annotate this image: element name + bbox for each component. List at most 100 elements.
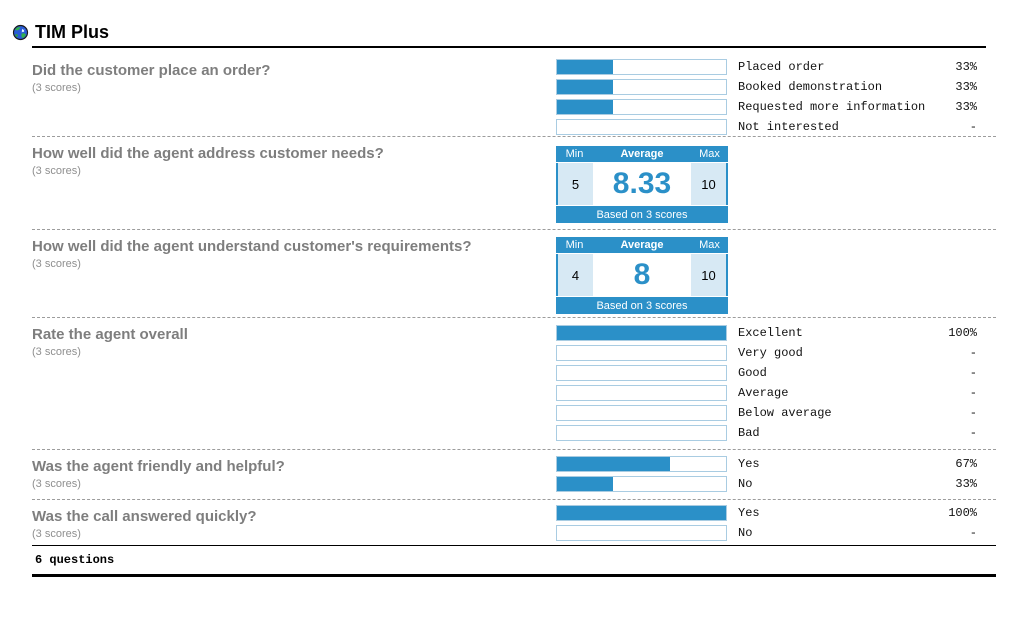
option-label: Placed order	[738, 60, 825, 74]
bar-fill	[557, 477, 613, 491]
bar-row: No 33%	[556, 474, 977, 494]
question-count: 6 questions	[35, 553, 115, 567]
option-label: Bad	[738, 426, 760, 440]
max-label: Max	[699, 239, 720, 251]
bar-track	[556, 119, 727, 135]
question-score-count: (3 scores)	[32, 528, 81, 540]
option-percent: 33%	[955, 477, 977, 491]
based-on-scores: Based on 3 scores	[556, 297, 728, 314]
option-label: Average	[738, 386, 789, 400]
question-title: Rate the agent overall	[32, 326, 188, 343]
bar-row: Average -	[556, 383, 977, 403]
question-score-count: (3 scores)	[32, 82, 81, 94]
bar-track	[556, 405, 727, 421]
question-score-count: (3 scores)	[32, 258, 81, 270]
question-section: How well did the agent address customer …	[32, 136, 996, 229]
min-label: Min	[565, 148, 584, 160]
bar-track	[556, 99, 727, 115]
question-text-block: How well did the agent understand custom…	[32, 230, 556, 317]
option-label: Excellent	[738, 326, 803, 340]
option-label: Yes	[738, 457, 760, 471]
min-label: Min	[565, 239, 584, 251]
question-score-count: (3 scores)	[32, 346, 81, 358]
option-label: Not interested	[738, 120, 839, 134]
question-title: Was the agent friendly and helpful?	[32, 458, 285, 475]
bar-fill	[557, 457, 671, 471]
bar-chart: Yes 67% No 33%	[556, 450, 977, 494]
header-divider	[32, 46, 986, 48]
bar-row: Booked demonstration 33%	[556, 77, 977, 97]
average-value: 8.33	[612, 167, 672, 200]
bar-fill	[557, 60, 613, 74]
bar-track	[556, 505, 727, 521]
bar-row: Yes 67%	[556, 454, 977, 474]
bar-track	[556, 476, 727, 492]
bottom-divider	[32, 574, 996, 577]
question-results-block: Min Average Max 5 8.33 10 Based on 3 scores	[556, 137, 996, 229]
bar-chart: Excellent 100% Very good - Good - Average - Belo…	[556, 318, 977, 443]
question-text-block: Was the call answered quickly? (3 scores)	[32, 500, 556, 545]
option-label: Good	[738, 366, 767, 380]
question-text-block: Did the customer place an order? (3 score…	[32, 54, 556, 136]
option-label: No	[738, 477, 753, 491]
option-percent: 100%	[948, 326, 977, 340]
bar-track	[556, 59, 727, 75]
average-value: 8	[633, 258, 651, 291]
bar-track	[556, 79, 727, 95]
option-percent: -	[969, 526, 977, 540]
max-value: 10	[691, 254, 726, 296]
question-results-block: Min Average Max 4 8 10 Based on 3 scores	[556, 230, 996, 317]
stats-header: Min Average Max	[556, 237, 728, 253]
page-title: TIM Plus	[35, 21, 110, 42]
min-value: 4	[558, 254, 593, 296]
question-title: Did the customer place an order?	[32, 62, 271, 79]
bar-row: Placed order 33%	[556, 57, 977, 77]
question-section: Did the customer place an order? (3 score…	[32, 54, 996, 136]
question-section: Was the call answered quickly? (3 scores)…	[32, 499, 996, 545]
option-percent: -	[969, 426, 977, 440]
bar-track	[556, 525, 727, 541]
question-results-block: Yes 100% No -	[556, 500, 996, 545]
bar-row: Excellent 100%	[556, 323, 977, 343]
stats-body: 5 8.33 10	[556, 163, 728, 205]
globe-icon	[12, 24, 29, 41]
questions-list: Did the customer place an order? (3 score…	[32, 54, 996, 545]
bar-track	[556, 345, 727, 361]
bar-row: Requested more information 33%	[556, 97, 977, 117]
bar-chart: Yes 100% No -	[556, 500, 977, 543]
bar-row: No -	[556, 523, 977, 543]
question-section: How well did the agent understand custom…	[32, 229, 996, 317]
question-results-block: Placed order 33% Booked demonstration 33% Re…	[556, 54, 996, 136]
min-value: 5	[558, 163, 593, 205]
bar-row: Bad -	[556, 423, 977, 443]
question-section: Was the agent friendly and helpful? (3 sc…	[32, 449, 996, 499]
bar-row: Not interested -	[556, 117, 977, 137]
option-label: Below average	[738, 406, 832, 420]
option-label: Booked demonstration	[738, 80, 883, 94]
option-percent: 33%	[955, 60, 977, 74]
stats-body: 4 8 10	[556, 254, 728, 296]
option-percent: -	[969, 120, 977, 134]
option-percent: 33%	[955, 100, 977, 114]
question-title: How well did the agent address customer …	[32, 145, 384, 162]
max-label: Max	[699, 148, 720, 160]
summary-block: 6 questions	[32, 545, 996, 577]
bar-fill	[557, 326, 726, 340]
bar-row: Good -	[556, 363, 977, 383]
bar-fill	[557, 506, 726, 520]
option-label: No	[738, 526, 753, 540]
option-percent: 33%	[955, 80, 977, 94]
question-title: Was the call answered quickly?	[32, 508, 257, 525]
average-label: Average	[620, 148, 664, 160]
option-percent: -	[969, 386, 977, 400]
question-text-block: Was the agent friendly and helpful? (3 sc…	[32, 450, 556, 499]
bar-row: Yes 100%	[556, 503, 977, 523]
average-label: Average	[620, 239, 664, 251]
stats-box: Min Average Max 4 8 10 Based on 3 scores	[556, 237, 728, 314]
question-score-count: (3 scores)	[32, 165, 81, 177]
question-title: How well did the agent understand custom…	[32, 238, 472, 255]
option-percent: -	[969, 406, 977, 420]
bar-track	[556, 456, 727, 472]
report-header: TIM Plus	[12, 22, 1024, 42]
bar-track	[556, 365, 727, 381]
